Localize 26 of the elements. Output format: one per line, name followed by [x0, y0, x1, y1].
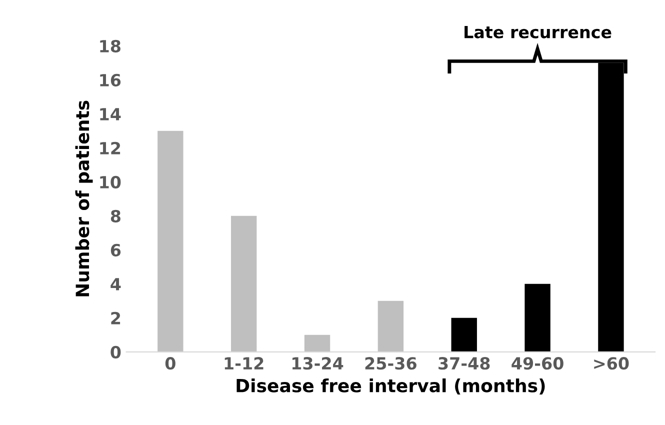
- x-axis-title: Disease free interval (months): [236, 378, 545, 395]
- x-tick-label: 13-24: [292, 357, 344, 370]
- y-tick-label: 10: [100, 176, 121, 188]
- y-axis-title: Number of patients: [75, 100, 93, 296]
- y-tick-label: 6: [110, 244, 121, 256]
- x-tick-label: 0: [165, 357, 176, 370]
- x-tick-label: 37-48: [438, 357, 490, 370]
- y-tick-label: 0: [110, 346, 121, 358]
- bar: [378, 300, 404, 352]
- y-tick-label: 4: [110, 278, 121, 290]
- x-tick-label: 25-36: [365, 357, 416, 370]
- y-tick-label: 8: [110, 210, 120, 222]
- bar: [451, 318, 477, 352]
- y-tick-label: 16: [100, 74, 121, 86]
- bar: [304, 334, 330, 352]
- x-tick-label: >60: [594, 357, 629, 370]
- y-tick-label: 12: [100, 142, 120, 154]
- bar: [230, 216, 257, 352]
- bar: [158, 130, 184, 352]
- y-tick-label: 14: [100, 108, 121, 120]
- text: Late recurrence: [464, 26, 612, 38]
- y-tick-label: 18: [100, 40, 120, 52]
- y-tick-label: 2: [111, 312, 120, 324]
- x-tick-label: 1-12: [224, 357, 264, 370]
- bar: [524, 284, 550, 352]
- x-tick-label: 49-60: [512, 357, 564, 370]
